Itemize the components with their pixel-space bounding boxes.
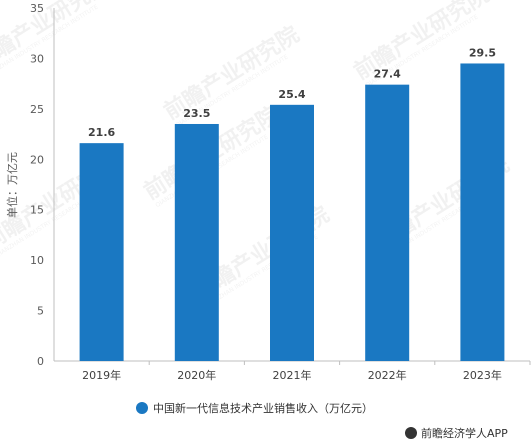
bar: [174, 123, 219, 361]
y-tick-label: 25: [30, 103, 44, 116]
y-tick-label: 15: [30, 204, 44, 217]
y-tick-label: 10: [30, 254, 44, 267]
brand-mark: 前瞻经济学人APP: [405, 426, 508, 440]
bar-series: [79, 63, 505, 361]
legend-label: 中国新一代信息技术产业销售收入（万亿元）: [153, 401, 373, 415]
x-tick-label: 2020年: [177, 368, 216, 382]
bar: [365, 84, 410, 361]
y-axis-label: 单位：万亿元: [5, 152, 19, 218]
data-label: 25.4: [278, 88, 305, 101]
paw-icon: [405, 427, 417, 439]
x-tick-label: 2019年: [82, 368, 121, 382]
x-tick-label: 2022年: [368, 368, 407, 382]
bar: [270, 104, 314, 361]
bar: [79, 143, 124, 361]
data-label: 23.5: [183, 107, 210, 120]
y-tick-labels: 0 5 10 15 20 25 30 35: [30, 2, 44, 368]
y-tick-label: 35: [30, 2, 44, 15]
x-tick-label: 2023年: [463, 368, 502, 382]
data-label: 29.5: [469, 46, 496, 59]
x-tick-label: 2021年: [273, 368, 312, 382]
y-tick-label: 5: [37, 305, 44, 318]
data-labels: 21.6 23.5 25.4 27.4 29.5: [88, 46, 496, 139]
brand-text: 前瞻经济学人APP: [421, 426, 508, 440]
y-tick-label: 30: [30, 52, 44, 65]
y-tick-label: 0: [37, 355, 44, 368]
legend: 中国新一代信息技术产业销售收入（万亿元）: [136, 401, 373, 415]
data-label: 27.4: [374, 68, 401, 81]
y-tick-label: 20: [30, 153, 44, 166]
x-tick-labels: 2019年 2020年 2021年 2022年 2023年: [82, 361, 531, 382]
svg-text:前瞻产业研究院: 前瞻产业研究院: [0, 0, 114, 75]
data-label: 21.6: [88, 126, 115, 139]
legend-marker: [136, 402, 148, 414]
bar: [460, 63, 505, 361]
